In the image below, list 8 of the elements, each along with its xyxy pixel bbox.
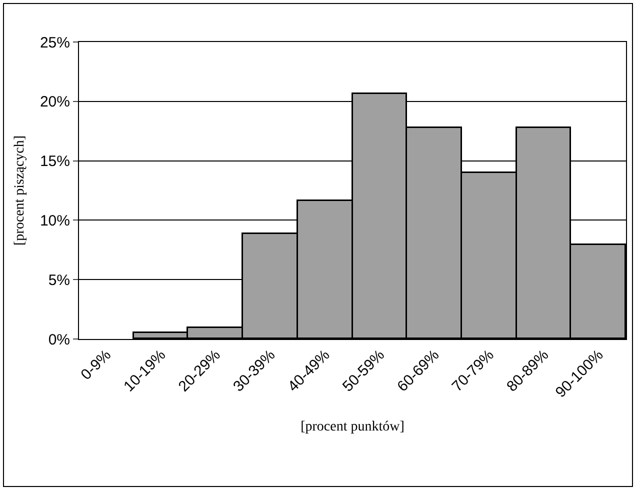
y-axis-title: [procent piszących] (12, 136, 28, 246)
y-tick-label: 15% (40, 153, 70, 170)
y-tick-label: 5% (48, 272, 70, 289)
y-tick-label: 10% (40, 212, 70, 230)
x-axis-title: [procent punktów] (300, 419, 404, 434)
y-tick-label: 0% (48, 331, 70, 348)
y-tick-label: 20% (40, 94, 70, 111)
y-tick-label: 25% (40, 34, 70, 52)
